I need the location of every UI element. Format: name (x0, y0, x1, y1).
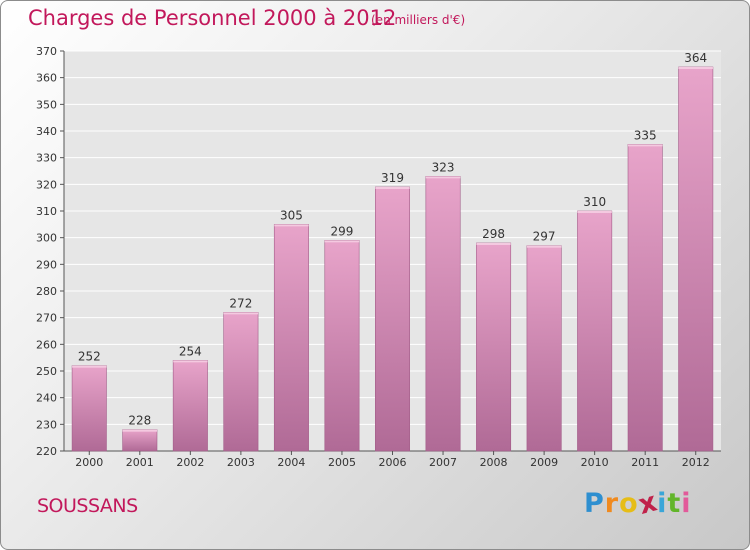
x-tick-label: 2003 (227, 456, 255, 469)
x-tick-label: 2006 (379, 456, 407, 469)
bar-highlight (628, 144, 663, 147)
data-label: 310 (583, 195, 606, 209)
bar-2005 (324, 240, 360, 452)
y-tick-label: 250 (36, 365, 57, 378)
proxiti-logo: Proxiti (584, 486, 692, 521)
y-tick-label: 360 (36, 72, 57, 85)
bar-2001 (122, 429, 158, 452)
data-label: 272 (229, 296, 252, 310)
data-label: 252 (78, 350, 101, 364)
x-tick-label: 2008 (480, 456, 508, 469)
x-tick-label: 2007 (429, 456, 457, 469)
y-tick-label: 370 (36, 45, 57, 58)
y-tick-label: 240 (36, 392, 57, 405)
data-label: 299 (331, 224, 354, 238)
bar-2010 (577, 210, 613, 452)
logo-letter: i (657, 488, 668, 519)
bar-highlight (122, 429, 157, 432)
logo-letter: P (584, 488, 605, 519)
bar-2003 (223, 312, 259, 452)
bar-2004 (273, 224, 309, 452)
bar-highlight (425, 176, 461, 179)
data-label: 254 (179, 344, 202, 358)
bar-highlight (223, 312, 259, 315)
data-label: 305 (280, 208, 303, 222)
data-label: 323 (432, 160, 455, 174)
y-tick-label: 270 (36, 312, 57, 325)
logo-letter: i (681, 488, 692, 519)
bar-2007 (425, 176, 461, 452)
x-tick-label: 2009 (530, 456, 558, 469)
data-label: 297 (533, 230, 556, 244)
x-tick-label: 2012 (682, 456, 710, 469)
commune-name: SOUSSANS (37, 495, 138, 517)
y-tick-label: 350 (36, 98, 57, 111)
y-tick-label: 290 (36, 258, 57, 271)
y-tick-label: 230 (36, 418, 57, 431)
data-label: 298 (482, 227, 505, 241)
x-tick-label: 2001 (126, 456, 154, 469)
y-tick-label: 320 (36, 178, 57, 191)
data-label: 228 (128, 414, 151, 428)
bars: 252 228 254 272 305 299 319 323 298 297 310 335 364 (71, 51, 714, 452)
bar-2009 (526, 245, 562, 452)
data-label: 319 (381, 171, 404, 185)
bar-2012 (678, 66, 714, 452)
bar-highlight (375, 187, 410, 189)
bar-2008 (476, 242, 512, 452)
bar-highlight (274, 224, 309, 227)
bar-highlight (526, 245, 562, 248)
y-tick-label: 330 (36, 152, 57, 165)
chart-subtitle: (en milliers d'€) (371, 13, 466, 27)
data-label: 335 (634, 128, 657, 142)
bar-highlight (72, 365, 107, 368)
y-tick-label: 220 (36, 445, 57, 458)
bar-2011 (627, 144, 663, 452)
y-tick-label: 310 (36, 205, 57, 218)
bar-highlight (476, 243, 511, 245)
bar-highlight (678, 67, 713, 69)
x-tick-label: 2011 (631, 456, 659, 469)
bar-2002 (172, 360, 208, 452)
y-tick-label: 260 (36, 338, 57, 351)
bar-highlight (173, 360, 208, 363)
y-tick-label: 280 (36, 285, 57, 298)
logo-letter: o (619, 488, 639, 519)
logo-letter: t (667, 488, 682, 519)
x-tick-label: 2010 (581, 456, 609, 469)
x-tick-label: 2005 (328, 456, 356, 469)
bar-chart: 220 230 240 250 260 270 280 290 300 310 320 330 340 3… (36, 45, 721, 469)
y-tick-label: 340 (36, 125, 57, 138)
x-axis-ticks: 2000 2001 2002 2003 2004 2005 2006 2007 2008 2009… (75, 451, 710, 469)
y-tick-label: 300 (36, 232, 57, 245)
x-tick-label: 2004 (277, 456, 305, 469)
data-label: 364 (684, 51, 707, 65)
bar-highlight (577, 211, 612, 213)
chart-title: Charges de Personnel 2000 à 2012 (28, 6, 397, 30)
x-tick-label: 2000 (75, 456, 103, 469)
bar-highlight (324, 240, 360, 243)
bar-2006 (375, 186, 410, 452)
bar-2000 (71, 365, 107, 452)
x-tick-label: 2002 (176, 456, 204, 469)
logo-letter: r (604, 488, 620, 519)
